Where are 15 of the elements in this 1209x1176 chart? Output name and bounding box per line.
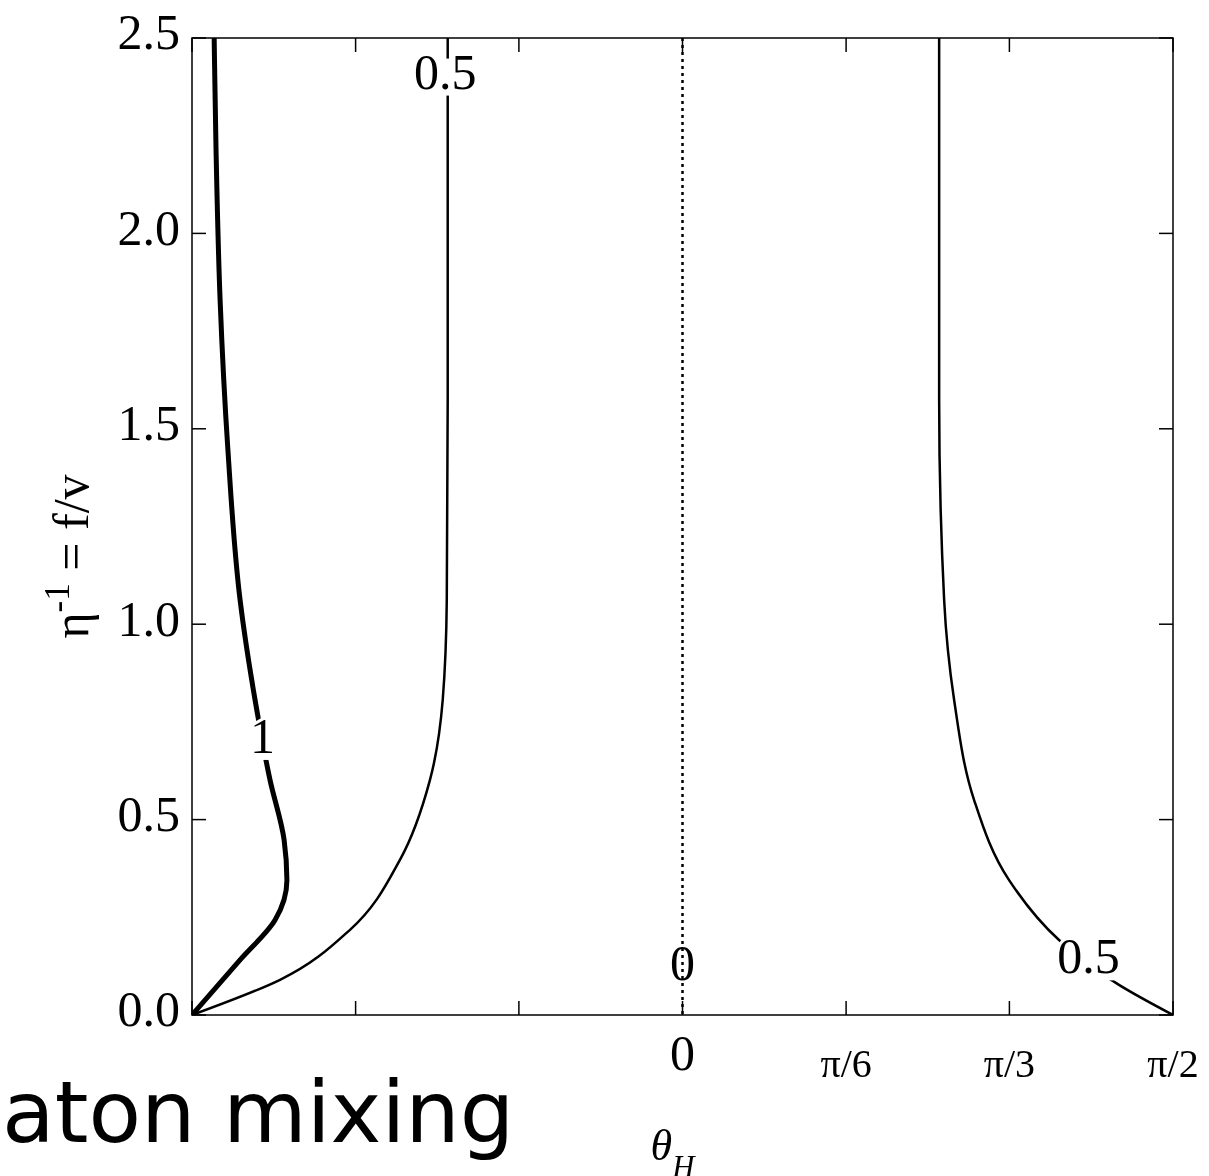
x-tick-label: π/2 <box>1147 1041 1199 1086</box>
annotation: 1 <box>250 707 276 764</box>
ref-line-label: 0 <box>670 935 695 991</box>
y-tick-label: 2.0 <box>117 199 180 256</box>
x-tick-label: 0 <box>670 1025 695 1081</box>
y-tick-label: 1.0 <box>117 590 180 647</box>
y-tick-label: 1.5 <box>117 395 180 452</box>
text: aton mixing <box>2 1062 515 1162</box>
y-tick-label: 0.5 <box>117 786 180 843</box>
annotation: 0.5 <box>1057 928 1120 985</box>
y-tick-label: 0.0 <box>117 981 180 1038</box>
y-tick-label: 2.5 <box>117 4 180 61</box>
x-tick-label: π/6 <box>820 1041 872 1086</box>
annotation: 0.5 <box>413 43 477 100</box>
x-tick-label: π/3 <box>983 1041 1036 1086</box>
